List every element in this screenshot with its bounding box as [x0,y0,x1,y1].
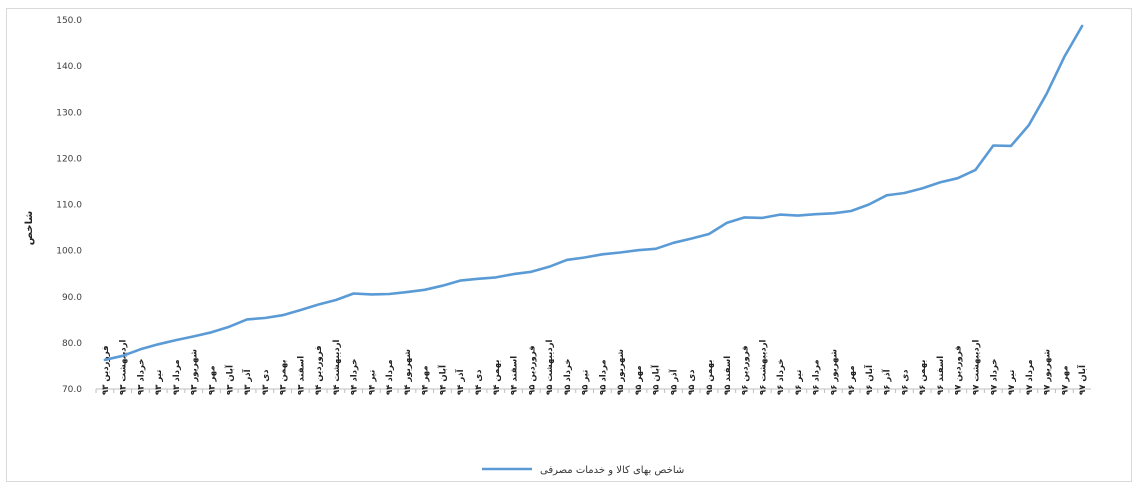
x-tick-label: مرداد ۹۷ [1025,359,1035,395]
x-tick-label: مرداد ۹۵ [598,359,608,395]
x-tick-label: مهر ۹۳ [207,365,217,395]
x-tick-label: فروردین ۹۵ [527,345,537,395]
x-tick-label: خرداد ۹۳ [136,359,146,395]
y-tick-label: 150.0 [56,16,82,26]
x-tick-label: شهریور ۹۷ [1043,349,1053,395]
x-tick-label: آبان ۹۷ [1076,364,1088,395]
y-axis: 70.0 80.0 90.0 100.0 110.0 120.0 130.0 140.0 150… [56,16,82,395]
x-axis: فروردین ۹۳ اردیبهشت ۹۳ خرداد ۹۳ تیر ۹۳ مرداد… [95,339,1091,395]
x-tick-label: تیر ۹۳ [154,370,164,395]
x-tick-label: بهمن ۹۳ [279,359,289,395]
x-tick-label: اردیبهشت ۹۳ [119,339,129,395]
y-tick-label: 80.0 [62,339,82,349]
x-tick-label: اردیبهشت ۹۴ [332,339,342,395]
x-tick-label: تیر ۹۷ [1007,370,1017,395]
x-tick-label: مرداد ۹۴ [385,359,395,395]
x-tick-label: خرداد ۹۶ [776,359,786,395]
x-tick-label: مهر ۹۵ [634,365,644,395]
x-tick-label: دی ۹۶ [900,369,910,395]
y-tick-label: 100.0 [56,247,82,257]
x-tick-label: آبان ۹۵ [650,364,662,395]
x-tick-label: مهر ۹۷ [1060,365,1070,395]
x-tick-label: تیر ۹۶ [794,370,804,395]
x-tick-label: تیر ۹۵ [581,370,591,395]
plot-area [103,24,1084,362]
y-tick-label: 120.0 [56,154,82,164]
x-tick-label: فروردین ۹۶ [741,345,751,395]
x-tick-label: تیر ۹۴ [367,370,377,395]
series-line [103,24,1084,362]
x-tick-label: بهمن ۹۴ [492,359,502,395]
x-tick-label: آذر ۹۴ [454,368,466,395]
x-tick-label: بهمن ۹۶ [918,359,928,395]
x-tick-label: فروردین ۹۳ [101,345,111,395]
x-tick-label: آذر ۹۶ [881,368,893,395]
x-tick-label: آذر ۹۵ [667,368,679,395]
x-tick-label: شهریور ۹۳ [190,349,200,395]
legend-label: شاخص بهای کالا و خدمات مصرفی [540,465,684,476]
x-tick-label: فروردین ۹۴ [314,345,324,395]
x-tick-label: فروردین ۹۷ [954,345,964,395]
x-tick-label: شهریور ۹۴ [403,349,413,395]
x-tick-label: مرداد ۹۶ [812,359,822,395]
x-tick-label: مهر ۹۶ [847,365,857,395]
x-tick-label: آبان ۹۳ [223,364,235,395]
x-tick-label: آذر ۹۳ [241,368,253,395]
x-tick-label: بهمن ۹۵ [705,359,715,395]
x-tick-label: شهریور ۹۶ [829,349,839,395]
x-tick-label: خرداد ۹۴ [350,359,360,395]
x-tick-label: آبان ۹۶ [863,364,875,395]
y-tick-label: 110.0 [56,201,82,211]
x-tick-label: آبان ۹۴ [436,364,448,395]
chart-frame [6,8,1132,482]
x-tick-label: اسفند ۹۳ [296,356,306,395]
x-tick-label: اسفند ۹۵ [723,356,733,395]
y-tick-label: 140.0 [56,62,82,72]
x-tick-label: دی ۹۳ [261,369,271,395]
y-tick-label: 90.0 [62,293,82,303]
legend: شاخص بهای کالا و خدمات مصرفی [482,465,684,476]
x-tick-label: اسفند ۹۶ [936,356,946,395]
y-axis-label: شاخص [24,211,35,246]
x-tick-label: اردیبهشت ۹۵ [545,339,555,395]
y-tick-label: 70.0 [62,385,82,395]
x-tick-label: اسفند ۹۴ [510,356,520,395]
x-tick-label: خرداد ۹۵ [563,359,573,395]
x-tick-label: اردیبهشت ۹۶ [758,339,768,395]
x-tick-label: دی ۹۵ [687,369,697,395]
x-tick-label: مرداد ۹۳ [172,359,182,395]
x-tick-label: خرداد ۹۷ [989,359,999,395]
x-tick-label: مهر ۹۴ [421,365,431,395]
x-tick-label: شهریور ۹۵ [616,349,626,395]
y-tick-label: 130.0 [56,108,82,118]
x-tick-label: اردیبهشت ۹۷ [972,339,982,395]
x-tick-label: دی ۹۴ [474,369,484,395]
